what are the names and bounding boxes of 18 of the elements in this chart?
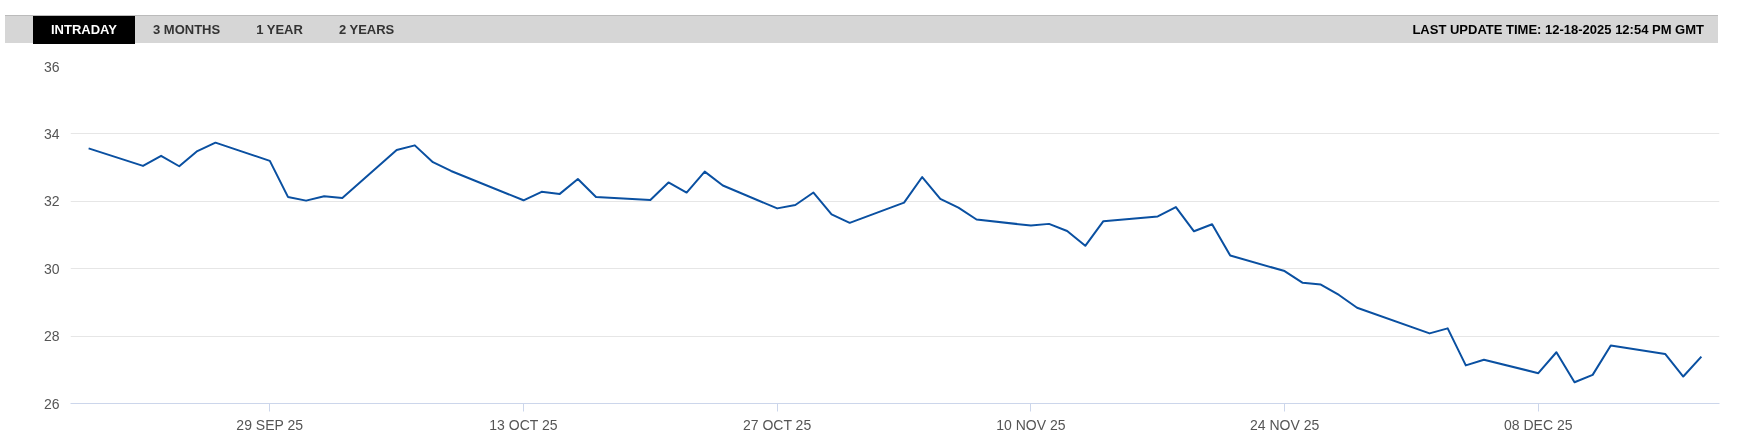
y-tick-label: 26 [43, 395, 60, 412]
y-tick-label: 28 [43, 328, 60, 345]
y-tick-label: 32 [43, 193, 60, 210]
x-tick-label: 10 NOV 25 [996, 416, 1066, 433]
y-tick-label: 36 [43, 58, 60, 75]
x-tick-label: 27 OCT 25 [742, 416, 812, 433]
x-tick-label: 08 DEC 25 [1504, 416, 1573, 433]
x-tick-label: 13 OCT 25 [489, 416, 558, 433]
x-tick-label: 24 NOV 25 [1249, 416, 1320, 433]
y-tick-label: 34 [43, 125, 60, 142]
line-series [87, 141, 1703, 384]
y-tick-label: 30 [43, 260, 60, 277]
text: INTRADAY [33, 16, 135, 44]
text: 2 YEARS [337, 21, 396, 39]
text: 1 YEAR [255, 21, 304, 39]
text: 3 MONTHS [152, 21, 222, 39]
text: LAST UPDATE TIME: 12-18-2025 12:54 PM GMT [1412, 21, 1705, 39]
x-tick-label: 29 SEP 25 [236, 416, 304, 433]
